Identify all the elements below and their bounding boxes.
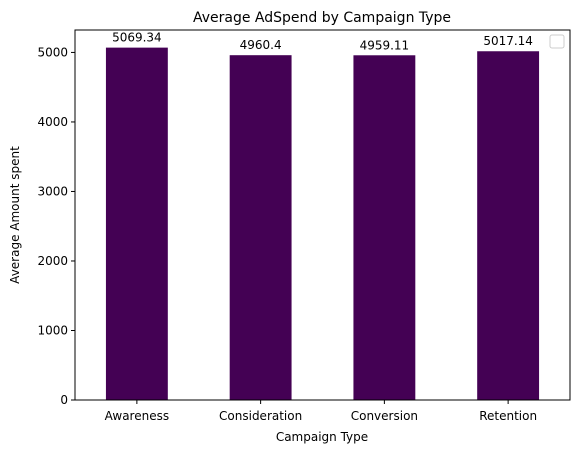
y-tick-label: 0 <box>60 393 68 407</box>
bar <box>477 51 540 401</box>
chart-title: Average AdSpend by Campaign Type <box>193 10 451 26</box>
y-tick-label: 1000 <box>37 323 68 337</box>
data-label: 5017.14 <box>483 34 533 48</box>
x-tick-label: Conversion <box>351 409 418 423</box>
bar <box>105 47 168 400</box>
x-tick-label: Consideration <box>219 409 302 423</box>
bar <box>229 55 292 401</box>
y-tick-label: 5000 <box>37 45 68 59</box>
legend[interactable] <box>549 34 565 49</box>
y-tick-label: 3000 <box>37 184 68 198</box>
bar <box>353 55 416 401</box>
plot-area: 5069.34 Awareness 4960.4 Consideration 4959.… <box>37 29 571 423</box>
y-axis-label: Average Amount spent <box>8 146 22 284</box>
x-axis-label: Campaign Type <box>276 430 368 444</box>
y-tick-label: 2000 <box>37 254 68 268</box>
x-tick-label: Retention <box>479 409 537 423</box>
legend-box[interactable] <box>549 34 565 49</box>
axes-frame <box>74 29 571 401</box>
x-tick-label: Awareness <box>105 409 169 423</box>
y-tick-label: 4000 <box>37 115 68 129</box>
data-label: 5069.34 <box>112 31 162 45</box>
data-label: 4960.4 <box>240 38 282 52</box>
data-label: 4959.11 <box>360 38 410 52</box>
